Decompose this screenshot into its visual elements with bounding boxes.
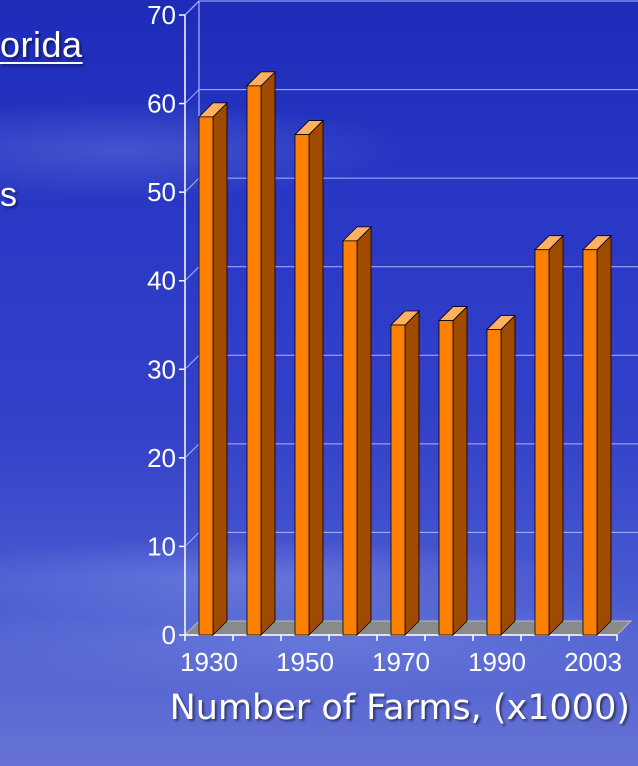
bar-side-1980	[452, 305, 468, 636]
bar-2003	[582, 234, 612, 636]
bar-side-1940	[260, 70, 276, 636]
y-tick-label-20: 20	[147, 443, 176, 473]
bar-front-1940	[246, 85, 262, 636]
bar-side-1950	[308, 119, 324, 636]
x-tick-label-1950: 1950	[276, 647, 334, 677]
bar-1960	[342, 225, 372, 636]
y-tick-label-0: 0	[162, 620, 176, 650]
bar-side-2000	[548, 234, 564, 636]
gridline-depth-60	[184, 89, 200, 104]
chart-caption: Number of Farms, (x1000)	[0, 688, 638, 728]
x-tick-label-1930: 1930	[180, 647, 238, 677]
chart-bars	[198, 70, 612, 636]
x-axis-ticks: 1930 1950 1970 1990 2003	[180, 635, 622, 677]
x-tick-label-1990: 1990	[468, 647, 526, 677]
y-tick-label-70: 70	[147, 0, 176, 30]
bar-front-1970	[390, 324, 406, 636]
bar-1980	[438, 305, 468, 636]
bar-front-1950	[294, 134, 310, 636]
y-tick-label-10: 10	[147, 531, 176, 561]
gridline-depth-30	[184, 354, 200, 370]
bar-front-1980	[438, 320, 454, 636]
bar-1940	[246, 70, 276, 636]
y-axis-ticks: 0 10 20 30 40 50 60 70	[147, 0, 185, 650]
gridline-depth-70	[184, 0, 200, 16]
bar-front-1990	[486, 329, 502, 636]
gridline-depth-40	[184, 266, 200, 282]
bar-1930	[198, 101, 228, 636]
bar-1970	[390, 310, 420, 636]
bar-side-1960	[356, 225, 372, 636]
bar-front-1960	[342, 240, 358, 636]
bar-side-2003	[596, 234, 612, 636]
bar-front-1930	[198, 116, 214, 636]
bar-side-1990	[500, 314, 516, 636]
gridline-depth-50	[184, 177, 200, 193]
slide-text-fragment: s	[0, 176, 17, 214]
bar-side-1930	[212, 101, 228, 636]
bar-2000	[534, 234, 564, 636]
y-tick-label-40: 40	[147, 266, 176, 296]
bar-front-2003	[582, 249, 598, 636]
bar-1990	[486, 314, 516, 636]
bar-front-2000	[534, 249, 550, 636]
slide-title-fragment: orida	[0, 24, 83, 65]
x-tick-label-2003: 2003	[564, 647, 622, 677]
y-tick-label-60: 60	[147, 89, 176, 119]
chart-caption-text: Number of Farms, (x1000)	[169, 688, 630, 728]
y-tick-label-30: 30	[147, 354, 176, 384]
x-tick-label-1970: 1970	[372, 647, 430, 677]
bar-side-1970	[404, 310, 420, 636]
gridline-depth-10	[184, 532, 200, 547]
bar-1950	[294, 119, 324, 636]
y-tick-label-50: 50	[147, 177, 176, 207]
gridline-depth-20	[184, 443, 200, 459]
